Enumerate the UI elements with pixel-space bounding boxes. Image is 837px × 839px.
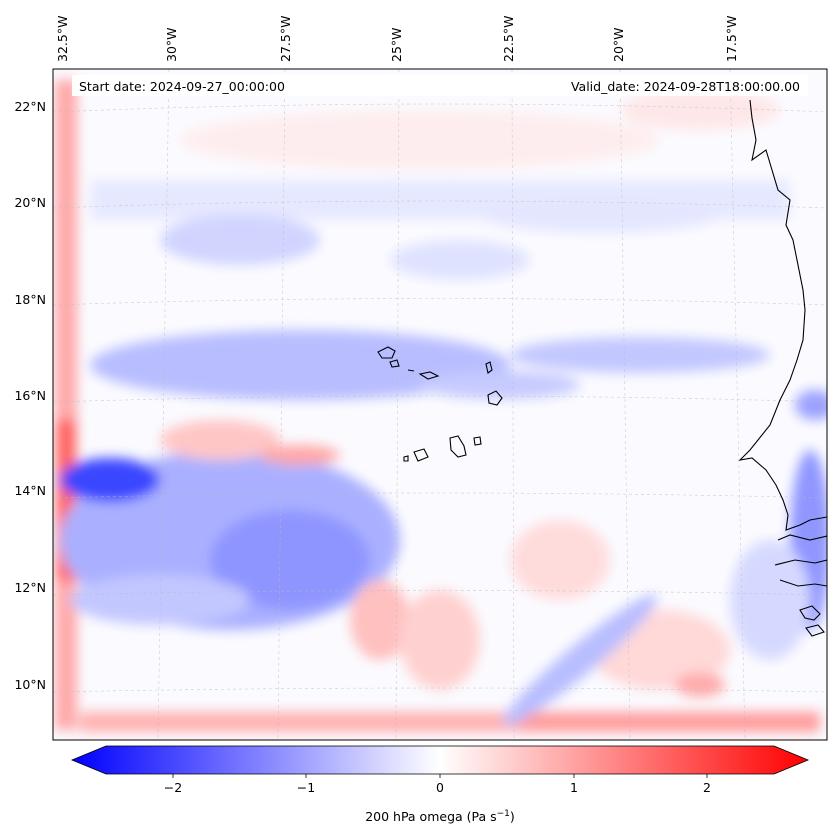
lon-label-32-5w: 32.5°W (55, 16, 70, 62)
header-strip (72, 75, 808, 96)
omega-field (53, 69, 827, 740)
start-date-label: Start date: 2024-09-27_00:00:00 (79, 79, 285, 94)
island-santo-antao (377, 346, 396, 359)
colorbar-tick-neg1: −1 (297, 780, 315, 795)
lat-label-12n: 12°N (14, 580, 46, 595)
lat-label-16n: 16°N (14, 388, 46, 403)
lon-label-27-5w: 27.5°W (278, 16, 293, 62)
lat-label-22n: 22°N (14, 99, 46, 114)
colorbar-tick-neg2: −2 (164, 780, 182, 795)
lat-label-14n: 14°N (14, 483, 46, 498)
colorbar-tick-1: 1 (570, 780, 578, 795)
colorbar-tick-0: 0 (436, 780, 444, 795)
colorbar-ticks (172, 774, 708, 778)
lon-label-17-5w: 17.5°W (724, 16, 739, 62)
coastlines (377, 99, 827, 637)
colorbar-label: 200 hPa omega (Pa s−1) (365, 809, 515, 824)
lat-label-10n: 10°N (14, 677, 46, 692)
colorbar-tick-2: 2 (703, 780, 711, 795)
colorbar: −2 −1 0 1 2 200 hPa omega (Pa s−1) (70, 745, 810, 824)
map-frame (52, 68, 828, 741)
lon-labels: 32.5°W 30°W 27.5°W 25°W 22.5°W 20°W 17.5… (55, 16, 739, 62)
lon-label-22-5w: 22.5°W (501, 16, 516, 62)
valid-date-label: Valid_date: 2024-09-28T18:00:00.00 (571, 79, 800, 94)
lon-label-20w: 20°W (611, 27, 626, 62)
lon-label-25w: 25°W (389, 27, 404, 62)
lat-labels: 22°N 20°N 18°N 16°N 14°N 12°N 10°N (14, 99, 46, 692)
colorbar-body (70, 745, 810, 775)
lon-label-30w: 30°W (164, 27, 179, 62)
africa-coastline (738, 99, 827, 531)
lat-label-18n: 18°N (14, 292, 46, 307)
gridlines (53, 69, 827, 740)
lat-label-20n: 20°N (14, 195, 46, 210)
